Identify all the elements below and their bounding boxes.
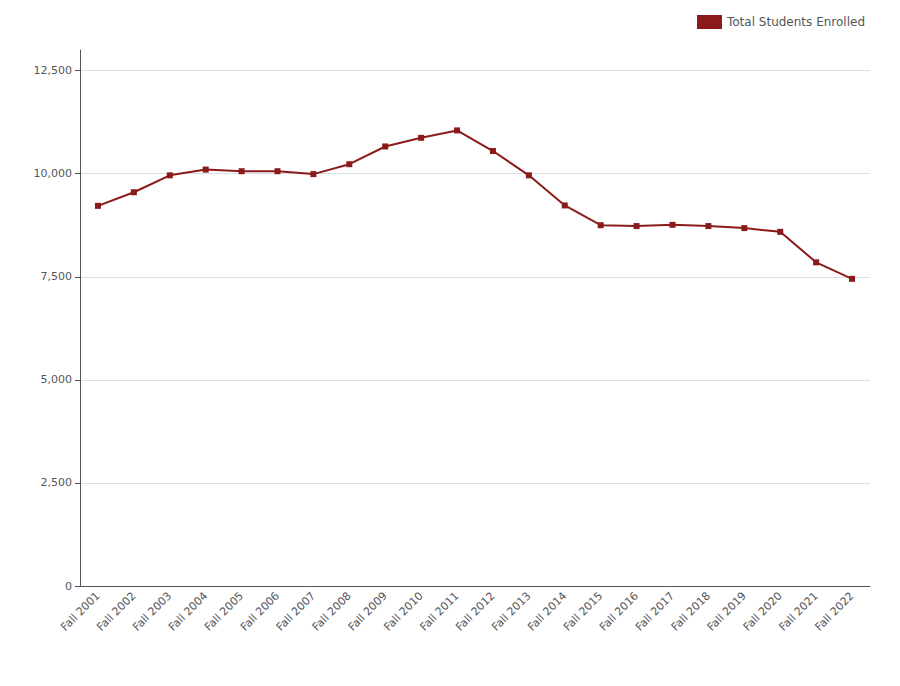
svg-text:Fall 2007: Fall 2007 [273, 589, 318, 634]
svg-text:Fall 2016: Fall 2016 [596, 589, 642, 634]
svg-text:Fall 2021: Fall 2021 [776, 589, 821, 634]
svg-text:Fall 2020: Fall 2020 [740, 589, 785, 634]
svg-text:Fall 2022: Fall 2022 [812, 589, 856, 633]
svg-text:5,000: 5,000 [41, 373, 73, 386]
svg-text:Fall 2006: Fall 2006 [237, 589, 283, 634]
svg-text:Fall 2002: Fall 2002 [94, 589, 139, 634]
svg-text:Fall 2018: Fall 2018 [668, 589, 713, 634]
svg-text:Fall 2010: Fall 2010 [381, 589, 426, 634]
svg-text:0: 0 [65, 580, 72, 593]
svg-text:Fall 2019: Fall 2019 [704, 589, 749, 634]
svg-text:Fall 2015: Fall 2015 [561, 589, 606, 634]
svg-text:Fall 2008: Fall 2008 [309, 589, 354, 634]
svg-text:Total Students Enrolled: Total Students Enrolled [726, 15, 865, 29]
svg-text:Fall 2001: Fall 2001 [58, 589, 103, 634]
svg-text:Fall 2013: Fall 2013 [489, 589, 534, 634]
svg-text:Fall 2009: Fall 2009 [345, 589, 390, 634]
svg-text:2,500: 2,500 [41, 476, 73, 489]
svg-text:Fall 2014: Fall 2014 [525, 589, 570, 634]
svg-text:12,500: 12,500 [34, 64, 73, 77]
svg-text:Fall 2017: Fall 2017 [632, 589, 678, 634]
svg-text:Fall 2003: Fall 2003 [130, 589, 175, 634]
svg-text:7,500: 7,500 [41, 270, 73, 283]
svg-text:10,000: 10,000 [34, 167, 73, 180]
svg-text:Fall 2011: Fall 2011 [417, 589, 462, 634]
svg-text:Fall 2012: Fall 2012 [453, 589, 498, 634]
svg-text:Fall 2005: Fall 2005 [201, 589, 247, 634]
svg-text:Fall 2004: Fall 2004 [166, 589, 211, 634]
